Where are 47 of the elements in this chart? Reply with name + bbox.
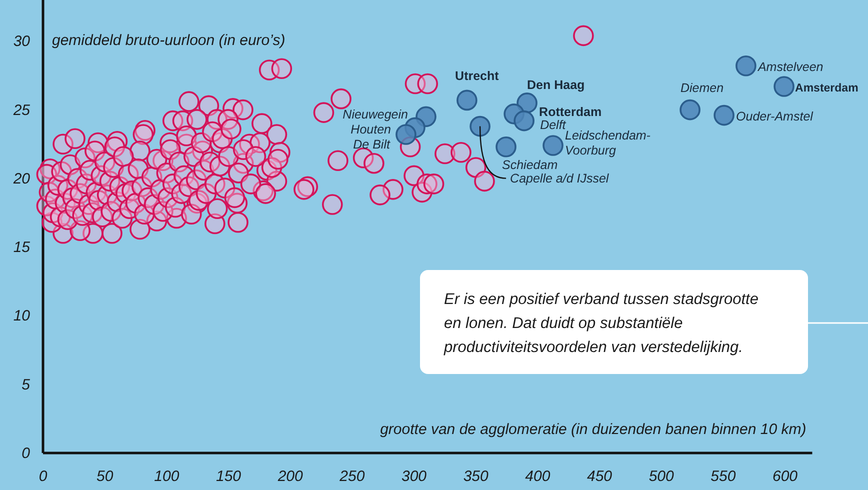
annotation: Rotterdam: [539, 104, 602, 119]
x-tick-label: 550: [710, 468, 736, 485]
point: [514, 110, 534, 132]
point: [680, 99, 700, 120]
annotation: Amstelveen: [756, 60, 824, 74]
x-axis-title: grootte van de agglomeratie (in duizenden banen binnen 10 km): [380, 421, 806, 438]
annotation: Ouder-Amstel: [736, 109, 814, 124]
point: [470, 116, 490, 137]
point: [542, 135, 564, 156]
x-tick-label: 50: [96, 468, 114, 485]
point: [396, 124, 416, 145]
annotation: Houten: [350, 122, 392, 137]
x-tick-label: 250: [338, 468, 366, 485]
annotation: Diemen: [680, 80, 724, 95]
annotation: Schiedam: [502, 158, 558, 172]
annotation: De Bilt: [353, 138, 390, 152]
point: [456, 90, 478, 111]
annotation: Capelle a/d IJssel: [510, 171, 610, 186]
point: [736, 55, 756, 76]
point: [774, 76, 794, 97]
annotation: Leidschendam- Voorburg: [565, 128, 650, 158]
annotation: Nieuwegein: [342, 108, 408, 122]
x-tick-label: 400: [525, 468, 551, 485]
annotation: Amsterdam: [795, 82, 858, 94]
y-tick-label: 5: [22, 376, 31, 394]
y-tick-label: 10: [13, 308, 31, 325]
x-tick-label: 450: [587, 468, 613, 485]
x-tick-label: 350: [463, 468, 490, 485]
x-tick-label: 150: [216, 468, 242, 485]
y-tick-label: 20: [12, 170, 31, 188]
point: [496, 136, 516, 158]
y-tick-label: 15: [13, 239, 31, 256]
annotation: Er is een positief verband tussen stadsgrootte en lonen. Dat duidt op substantiële productiviteitsvoordelen van verstedelijking.: [443, 291, 759, 356]
x-tick-label: 0: [38, 468, 48, 485]
point: [714, 104, 734, 126]
y-tick-label: 30: [13, 33, 31, 50]
annotation: Delft: [540, 118, 566, 132]
x-tick-label: 100: [154, 468, 180, 485]
x-tick-label: 600: [772, 468, 798, 485]
y-tick-label: 25: [12, 102, 31, 119]
x-tick-label: 500: [648, 468, 675, 485]
annotation: Den Haag: [527, 78, 585, 92]
y-axis-title: gemiddeld bruto-uurloon (in euro’s): [52, 32, 286, 49]
x-tick-label: 200: [276, 468, 304, 485]
annotation: Utrecht: [455, 69, 500, 84]
x-tick-label: 300: [401, 468, 428, 485]
y-tick-label: 0: [22, 445, 31, 462]
